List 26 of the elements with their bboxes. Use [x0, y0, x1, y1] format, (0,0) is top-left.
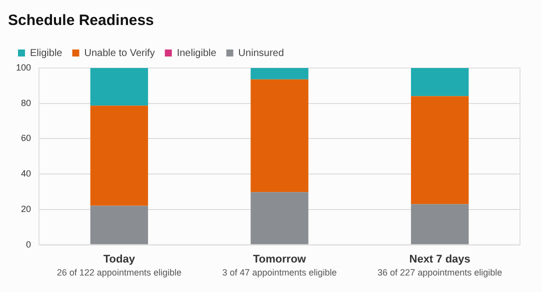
- bar: [90, 68, 148, 106]
- bar: [410, 96, 469, 204]
- text: 26 of 122 appointments eligible: [56, 267, 182, 278]
- text: 36 of 227 appointments eligible: [378, 267, 502, 278]
- x-tick-label: Today: [103, 253, 136, 266]
- legend-label: Unable to Verify: [84, 48, 155, 59]
- y-tick-label: 0: [26, 239, 32, 250]
- bar: [250, 79, 308, 192]
- legend-label: Ineligible: [176, 48, 217, 59]
- bar: [250, 192, 308, 244]
- y-tick-label: 60: [21, 133, 32, 144]
- x-tick-label: Next 7 days: [409, 253, 470, 266]
- bar: [410, 204, 469, 244]
- bar: [90, 206, 148, 244]
- x-tick-label: Tomorrow: [253, 253, 306, 266]
- text: 3 of 47 appointments eligible: [222, 267, 337, 278]
- y-tick-label: 100: [16, 62, 32, 72]
- bar: [410, 68, 469, 96]
- bar: [250, 68, 308, 80]
- legend-label: Uninsured: [238, 48, 284, 59]
- chart-title: Schedule Readiness: [8, 12, 154, 30]
- y-tick-label: 20: [21, 204, 32, 214]
- y-tick-label: 80: [21, 98, 32, 108]
- y-tick-label: 40: [21, 168, 32, 179]
- legend-label: Eligible: [30, 48, 63, 59]
- bar: [90, 106, 148, 206]
